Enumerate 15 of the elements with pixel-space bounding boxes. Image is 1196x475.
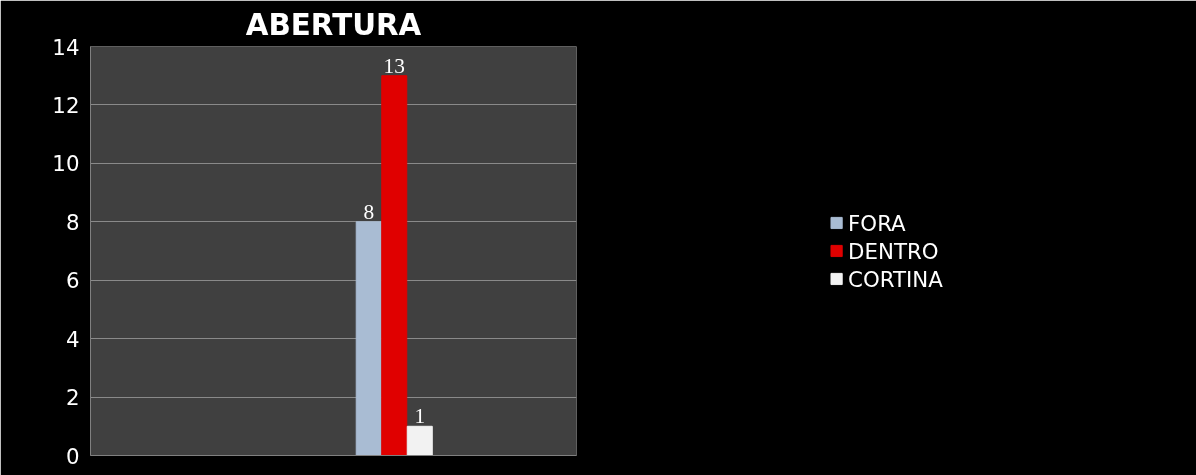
data-label: 1	[414, 404, 426, 429]
chart-title: ABERTURA	[245, 7, 422, 42]
y-tick-label: 0	[65, 443, 80, 469]
y-tick-label: 6	[65, 268, 80, 294]
legend-label: DENTRO	[848, 238, 939, 263]
data-label: 8	[363, 199, 375, 224]
y-tick-label: 12	[52, 92, 80, 118]
legend-label: FORA	[848, 210, 906, 235]
legend-label: CORTINA	[848, 266, 943, 291]
y-tick-label: 2	[65, 385, 80, 411]
data-label: 13	[383, 53, 405, 78]
y-tick-label: 8	[65, 209, 80, 235]
y-tick-label: 10	[52, 151, 80, 177]
y-tick-label: 4	[65, 326, 80, 352]
y-tick-label: 14	[52, 34, 80, 60]
